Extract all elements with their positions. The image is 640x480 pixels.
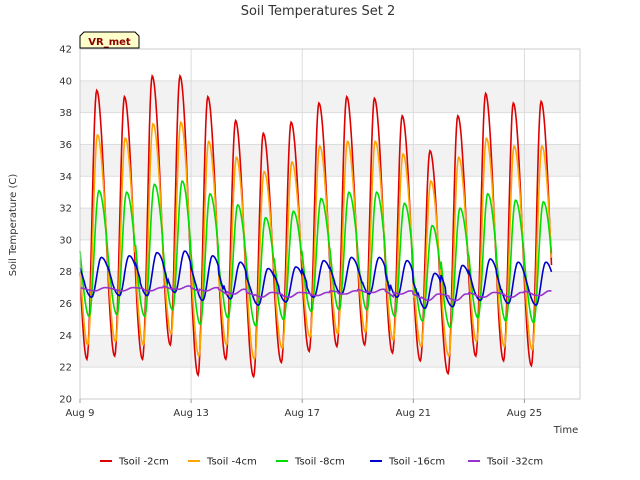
chart-title: Soil Temperatures Set 2 bbox=[241, 4, 396, 19]
y-axis-label: Soil Temperature (C) bbox=[8, 174, 19, 277]
axes: 20 22 24 26 28 30 32 34 36 38 40 42 Aug 9 Aug 13 Aug 1… bbox=[59, 45, 581, 419]
legend-entry: Tsoil -16cm bbox=[388, 457, 445, 468]
plot-band bbox=[80, 144, 580, 177]
plot-band bbox=[80, 208, 580, 240]
legend-entry: Tsoil -8cm bbox=[294, 457, 345, 468]
series-line-tsoil-2cm bbox=[79, 73, 553, 379]
legend-entry: Tsoil -2cm bbox=[118, 457, 169, 468]
legend: Tsoil -2cm Tsoil -4cm Tsoil -8cm Tsoil -16c… bbox=[100, 457, 543, 468]
y-tick-label: 34 bbox=[59, 172, 72, 183]
x-tick-label: Aug 9 bbox=[65, 408, 94, 419]
station-badge-box bbox=[79, 31, 140, 49]
y-tick-label: 30 bbox=[59, 235, 72, 246]
y-tick-label: 22 bbox=[59, 363, 72, 374]
legend-entry: Tsoil -4cm bbox=[206, 457, 257, 468]
x-tick-label: Aug 21 bbox=[396, 408, 431, 419]
y-tick-label: 40 bbox=[59, 76, 72, 87]
x-tick-label: Aug 25 bbox=[507, 408, 542, 419]
series-line-tsoil-16cm bbox=[79, 250, 553, 310]
x-tick-label: Aug 13 bbox=[173, 408, 208, 419]
x-axis-label: Time bbox=[553, 425, 578, 436]
station-label: VR_met bbox=[88, 37, 131, 48]
plot-frame bbox=[79, 48, 581, 400]
y-tick-label: 42 bbox=[59, 45, 72, 56]
legend-entry: Tsoil -32cm bbox=[486, 457, 543, 468]
y-tick-label: 32 bbox=[59, 204, 72, 215]
series-line-tsoil-4cm bbox=[79, 121, 553, 361]
series-line-tsoil-32cm bbox=[79, 285, 552, 302]
series-line-tsoil-8cm bbox=[79, 180, 553, 329]
y-tick-label: 26 bbox=[59, 299, 72, 310]
plot-band bbox=[80, 80, 580, 113]
series-lines bbox=[79, 73, 553, 379]
x-tick-label: Aug 17 bbox=[285, 408, 320, 419]
plot-band bbox=[80, 335, 580, 368]
y-tick-label: 28 bbox=[59, 267, 72, 278]
plot-area bbox=[80, 49, 580, 399]
y-tick-label: 20 bbox=[59, 395, 72, 406]
station-badge: VR_met bbox=[79, 31, 140, 49]
y-tick-label: 24 bbox=[59, 331, 72, 342]
y-tick-label: 36 bbox=[59, 140, 72, 151]
y-tick-label: 38 bbox=[59, 108, 72, 119]
